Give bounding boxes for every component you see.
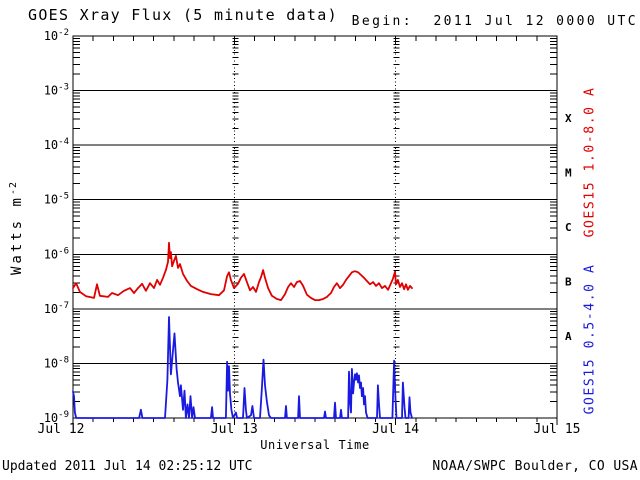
y-tick-label: 10-5 (44, 192, 69, 207)
source-attribution: NOAA/SWPC Boulder, CO USA (432, 459, 638, 474)
goes-short-channel-label: GOES15 0.5-4.0 A (582, 263, 598, 415)
goes-short-series-line (72, 316, 413, 419)
flare-class-label: A (565, 330, 572, 343)
y-tick-label: 10-2 (44, 28, 69, 43)
y-tick-label: 10-9 (44, 410, 69, 425)
flare-class-label: M (565, 166, 572, 179)
y-axis-label-base: Watts m (9, 195, 25, 276)
flare-class-label: X (565, 112, 572, 125)
goes-long-series-line (72, 241, 413, 301)
y-tick-label: 10-6 (44, 246, 69, 261)
y-tick-label: 10-8 (44, 355, 69, 370)
begin-timestamp: Begin: 2011 Jul 12 0000 UTC (351, 14, 638, 29)
y-axis-label-exponent: -2 (8, 180, 19, 196)
chart-title: GOES Xray Flux (5 minute data) (28, 6, 338, 24)
x-tick-label: Jul 12 (38, 422, 85, 437)
plot-border (72, 35, 558, 419)
x-tick-label: Jul 14 (372, 422, 419, 437)
y-axis-label: Watts m-2 (8, 180, 25, 276)
flare-class-label: C (565, 221, 572, 234)
y-tick-label: 10-4 (44, 137, 69, 152)
x-tick-label: Jul 15 (534, 422, 581, 437)
y-tick-label: 10-3 (44, 83, 69, 98)
updated-timestamp: Updated 2011 Jul 14 02:25:12 UTC (2, 459, 253, 474)
y-tick-label: 10-7 (44, 301, 69, 316)
x-tick-label: Jul 13 (211, 422, 258, 437)
goes-long-channel-label: GOES15 1.0-8.0 A (582, 86, 598, 238)
x-axis-label: Universal Time (260, 438, 370, 452)
flare-class-label: B (565, 276, 572, 289)
